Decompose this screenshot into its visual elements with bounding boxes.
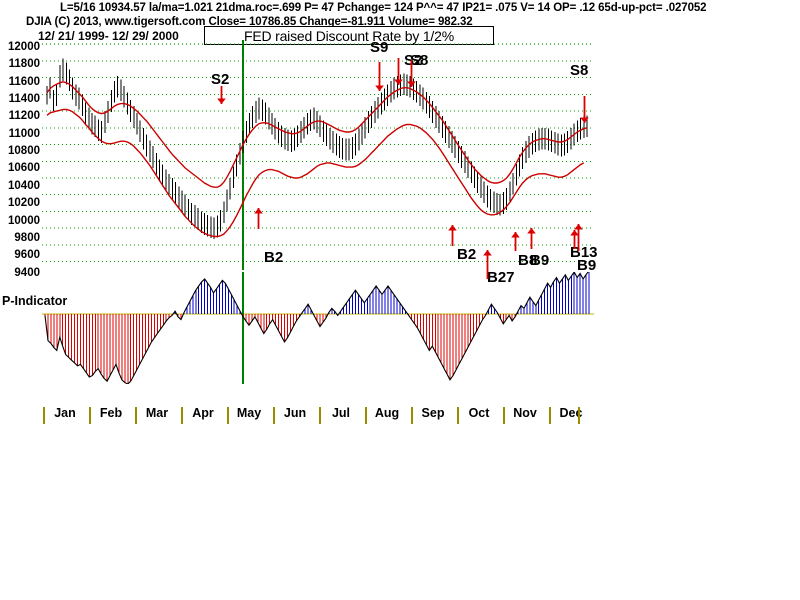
price-axis-tick: 9800 xyxy=(14,231,40,244)
date-range-label: 12/ 21/ 1999- 12/ 29/ 2000 xyxy=(38,29,179,43)
month-separator xyxy=(319,407,321,424)
signal-label-s8: S8 xyxy=(570,62,589,79)
signal-arrow-up xyxy=(527,228,536,249)
price-axis-tick: 10800 xyxy=(8,145,40,158)
signal-label-b2: B2 xyxy=(264,249,284,266)
month-separator xyxy=(411,407,413,424)
price-axis-tick: 10400 xyxy=(8,179,40,192)
price-chart-svg xyxy=(42,40,594,270)
annotation-text: FED raised Discount Rate by 1/2% xyxy=(244,27,454,44)
month-separator xyxy=(503,407,505,424)
month-separator xyxy=(89,407,91,424)
signal-arrow-up xyxy=(570,230,579,249)
month-tick-nov[interactable]: Nov xyxy=(513,406,537,420)
signal-label-s9: S9 xyxy=(370,39,389,56)
price-axis-tick: 11000 xyxy=(8,127,40,140)
month-tick-dec[interactable]: Dec xyxy=(559,406,583,420)
price-axis-tick: 9400 xyxy=(14,266,40,279)
month-separator xyxy=(135,407,137,424)
month-separator xyxy=(181,407,183,424)
signal-arrow-up xyxy=(448,225,457,246)
signal-arrow-down xyxy=(375,62,384,91)
month-tick-jul[interactable]: Jul xyxy=(331,406,351,420)
month-separator xyxy=(457,407,459,424)
price-axis-tick: 10000 xyxy=(8,214,40,227)
month-separator xyxy=(43,407,45,424)
price-axis-tick: 11400 xyxy=(8,93,40,106)
signal-label-b27: B27 xyxy=(487,269,515,286)
month-separator xyxy=(227,407,229,424)
month-separator xyxy=(578,407,580,424)
stats-header-line: L=5/16 10934.57 la/ma=1.021 21dma.roc=.6… xyxy=(60,2,707,14)
signal-label-s2: S2 xyxy=(404,52,423,69)
price-axis-labels: 12000 11800 11600 11400 11200 11000 10800 10600… xyxy=(0,40,40,279)
month-tick-mar[interactable]: Mar xyxy=(145,406,169,420)
signal-label-b8: B8 xyxy=(518,252,538,269)
price-axis-tick: 11800 xyxy=(8,58,40,71)
price-axis-tick: 12000 xyxy=(8,41,40,53)
signal-label-b9: B9 xyxy=(577,257,597,274)
price-axis-tick: 10600 xyxy=(8,162,40,175)
signal-arrow-up xyxy=(511,232,520,251)
month-axis: Jan Feb Mar Apr May Jun Jul Aug Sep Oct Nov Dec xyxy=(42,406,594,428)
price-chart-pane xyxy=(42,40,594,270)
signal-arrow-up xyxy=(254,208,263,229)
price-axis-tick: 11600 xyxy=(8,75,40,88)
signal-label-s8: S8 xyxy=(410,52,429,69)
signal-label-s2: S2 xyxy=(211,71,230,88)
month-tick-aug[interactable]: Aug xyxy=(374,406,400,420)
signal-label-b9: B9 xyxy=(530,252,550,269)
signal-arrow-down xyxy=(580,96,589,123)
month-tick-jun[interactable]: Jun xyxy=(283,406,307,420)
month-tick-may[interactable]: May xyxy=(236,406,262,420)
price-axis-tick: 10200 xyxy=(8,197,40,210)
p-indicator-svg xyxy=(42,270,594,385)
signal-label-b13: B13 xyxy=(570,244,598,261)
source-header-line: DJIA (C) 2013, www.tigersoft.com Close= … xyxy=(26,16,473,28)
p-indicator-pane xyxy=(42,270,594,385)
signal-label-b2: B2 xyxy=(457,246,477,263)
month-tick-oct[interactable]: Oct xyxy=(468,406,490,420)
price-axis-tick: 11200 xyxy=(8,110,40,123)
signal-arrow-down xyxy=(407,60,416,87)
price-axis-tick: 9600 xyxy=(14,249,40,262)
month-separator xyxy=(365,407,367,424)
month-tick-sep[interactable]: Sep xyxy=(421,406,445,420)
annotation-callout-box: FED raised Discount Rate by 1/2% xyxy=(204,26,494,45)
month-separator xyxy=(273,407,275,424)
month-tick-jan[interactable]: Jan xyxy=(54,406,76,420)
month-separator xyxy=(549,407,551,424)
signal-arrow-up xyxy=(483,250,492,279)
month-tick-feb[interactable]: Feb xyxy=(99,406,123,420)
indicator-pane-label: P-Indicator xyxy=(2,294,68,308)
signal-arrow-up xyxy=(574,224,583,251)
month-tick-apr[interactable]: Apr xyxy=(192,406,214,420)
signal-arrow-down xyxy=(217,86,226,104)
signal-arrow-down xyxy=(394,58,403,85)
